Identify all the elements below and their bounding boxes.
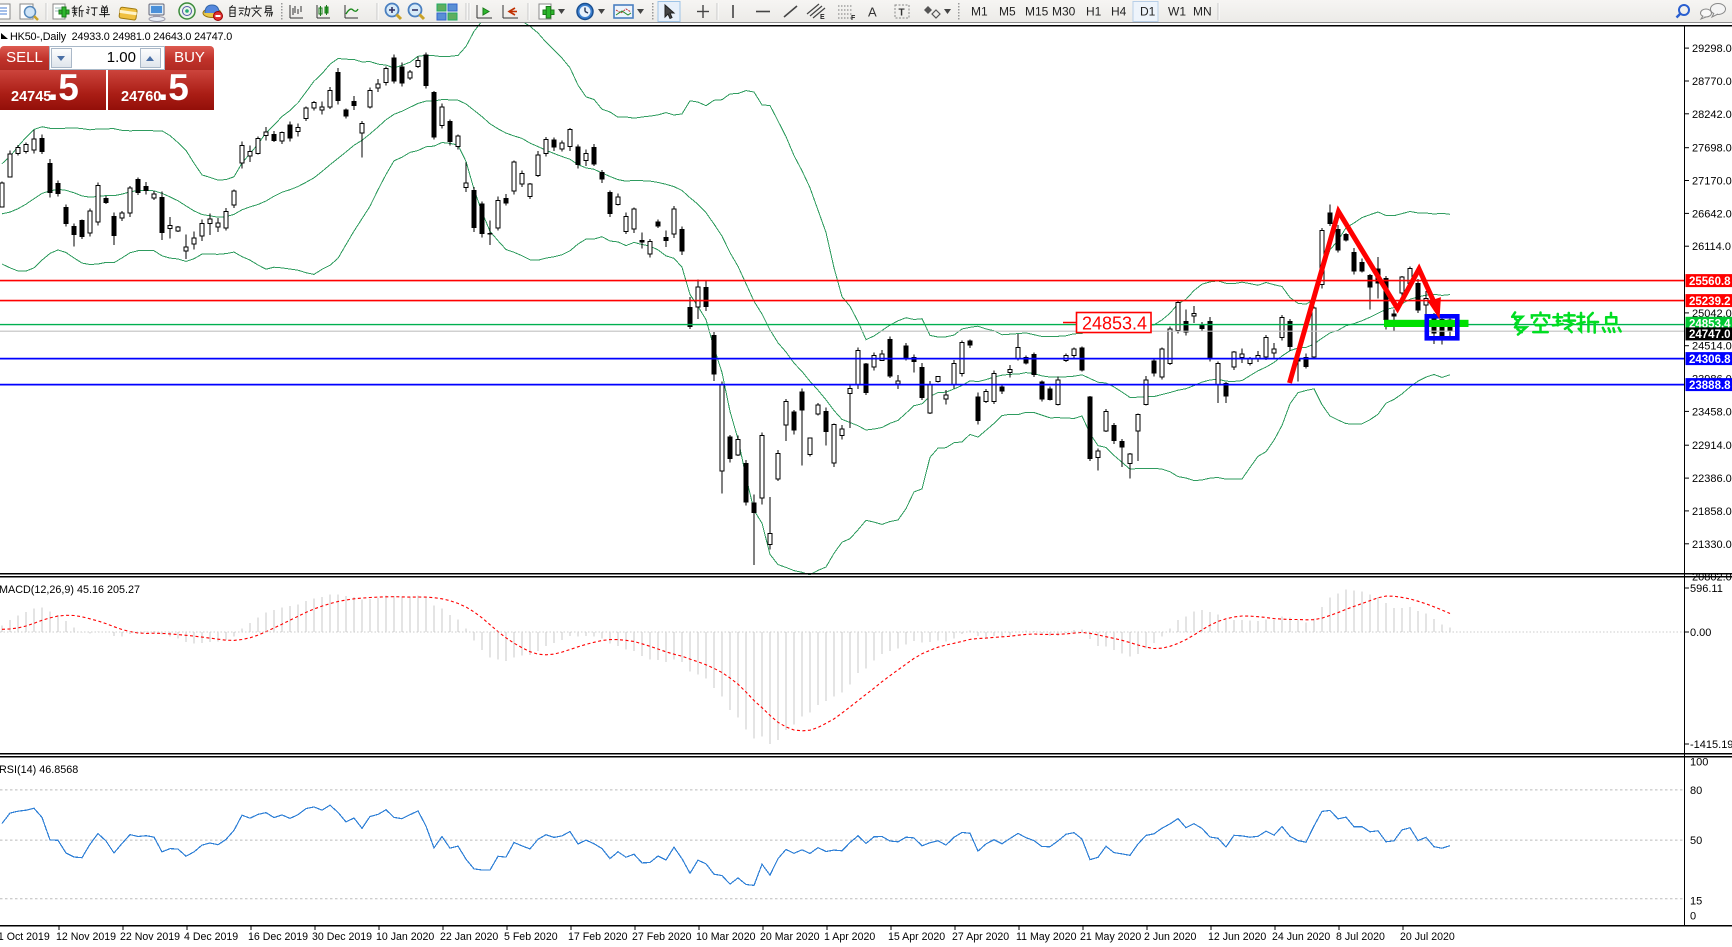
svg-text:17 Feb 2020: 17 Feb 2020 <box>568 931 628 943</box>
svg-text:28770.0: 28770.0 <box>1692 76 1732 88</box>
svg-text:D1: D1 <box>1140 5 1156 19</box>
svg-text:22914.0: 22914.0 <box>1692 440 1732 452</box>
svg-text:0.00: 0.00 <box>1690 627 1711 639</box>
svg-text:F: F <box>851 15 856 22</box>
svg-text:31 Oct 2019: 31 Oct 2019 <box>0 931 50 943</box>
svg-text:23888.8: 23888.8 <box>1689 380 1731 392</box>
svg-text:100: 100 <box>1690 757 1708 769</box>
svg-text:27 Feb 2020: 27 Feb 2020 <box>632 931 692 943</box>
svg-text:M30: M30 <box>1052 5 1076 19</box>
svg-text:H1: H1 <box>1086 5 1102 19</box>
svg-text:80: 80 <box>1690 785 1702 797</box>
svg-text:596.11: 596.11 <box>1690 583 1723 595</box>
svg-text:MN: MN <box>1193 5 1212 19</box>
svg-text:H4: H4 <box>1111 5 1127 19</box>
svg-text:30 Dec 2019: 30 Dec 2019 <box>312 931 372 943</box>
svg-text:5 Feb 2020: 5 Feb 2020 <box>504 931 558 943</box>
svg-text:10 Mar 2020: 10 Mar 2020 <box>696 931 756 943</box>
svg-text:24 Jun 2020: 24 Jun 2020 <box>1272 931 1330 943</box>
svg-text:26114.0: 26114.0 <box>1692 241 1731 253</box>
svg-text:21858.0: 21858.0 <box>1692 506 1732 518</box>
svg-text:MACD(12,26,9) 45.16 205.27: MACD(12,26,9) 45.16 205.27 <box>0 584 140 596</box>
svg-text:21330.0: 21330.0 <box>1692 539 1732 551</box>
svg-text:22 Nov 2019: 22 Nov 2019 <box>120 931 180 943</box>
svg-text:8 Jul 2020: 8 Jul 2020 <box>1336 931 1385 943</box>
svg-text:15 Apr 2020: 15 Apr 2020 <box>888 931 945 943</box>
svg-text:15: 15 <box>1690 895 1702 907</box>
svg-text:22 Jan 2020: 22 Jan 2020 <box>440 931 498 943</box>
svg-text:24306.8: 24306.8 <box>1689 354 1731 366</box>
svg-text:10 Jan 2020: 10 Jan 2020 <box>376 931 434 943</box>
svg-text:27170.0: 27170.0 <box>1692 176 1732 188</box>
svg-text:20802.0: 20802.0 <box>1692 572 1732 584</box>
svg-text:50: 50 <box>1690 835 1702 847</box>
svg-text:28242.0: 28242.0 <box>1692 109 1732 121</box>
svg-text:RSI(14) 46.8568: RSI(14) 46.8568 <box>0 764 78 776</box>
svg-text:W1: W1 <box>1168 5 1186 19</box>
svg-text:24747.0: 24747.0 <box>1689 329 1731 341</box>
svg-text:12 Nov 2019: 12 Nov 2019 <box>56 931 116 943</box>
svg-text:22386.0: 22386.0 <box>1692 473 1732 485</box>
svg-text:29298.0: 29298.0 <box>1692 43 1732 55</box>
svg-text:M1: M1 <box>971 5 988 19</box>
svg-text:11 May 2020: 11 May 2020 <box>1016 931 1077 943</box>
svg-text:21 May 2020: 21 May 2020 <box>1080 931 1141 943</box>
svg-text:20 Jul 2020: 20 Jul 2020 <box>1400 931 1455 943</box>
svg-text:-1415.19: -1415.19 <box>1690 739 1732 751</box>
svg-text:E: E <box>820 14 825 21</box>
svg-text:M15: M15 <box>1025 5 1049 19</box>
svg-text:27698.0: 27698.0 <box>1692 143 1732 155</box>
svg-text:23458.0: 23458.0 <box>1692 406 1732 418</box>
svg-text:24514.0: 24514.0 <box>1692 341 1732 353</box>
svg-text:25239.2: 25239.2 <box>1689 296 1731 308</box>
svg-text:25560.8: 25560.8 <box>1689 276 1731 288</box>
svg-text:12 Jun 2020: 12 Jun 2020 <box>1208 931 1266 943</box>
svg-text:24853.4: 24853.4 <box>1082 314 1147 334</box>
svg-text:2 Jun 2020: 2 Jun 2020 <box>1144 931 1197 943</box>
svg-text:20 Mar 2020: 20 Mar 2020 <box>760 931 820 943</box>
svg-text:16 Dec 2019: 16 Dec 2019 <box>248 931 308 943</box>
svg-text:T: T <box>899 8 905 19</box>
svg-text:4 Dec 2019: 4 Dec 2019 <box>184 931 238 943</box>
svg-text:27 Apr 2020: 27 Apr 2020 <box>952 931 1009 943</box>
svg-text:M5: M5 <box>999 5 1016 19</box>
svg-text:1 Apr 2020: 1 Apr 2020 <box>824 931 875 943</box>
svg-text:0: 0 <box>1690 911 1696 923</box>
svg-text:26642.0: 26642.0 <box>1692 208 1732 220</box>
svg-text:A: A <box>868 5 877 20</box>
